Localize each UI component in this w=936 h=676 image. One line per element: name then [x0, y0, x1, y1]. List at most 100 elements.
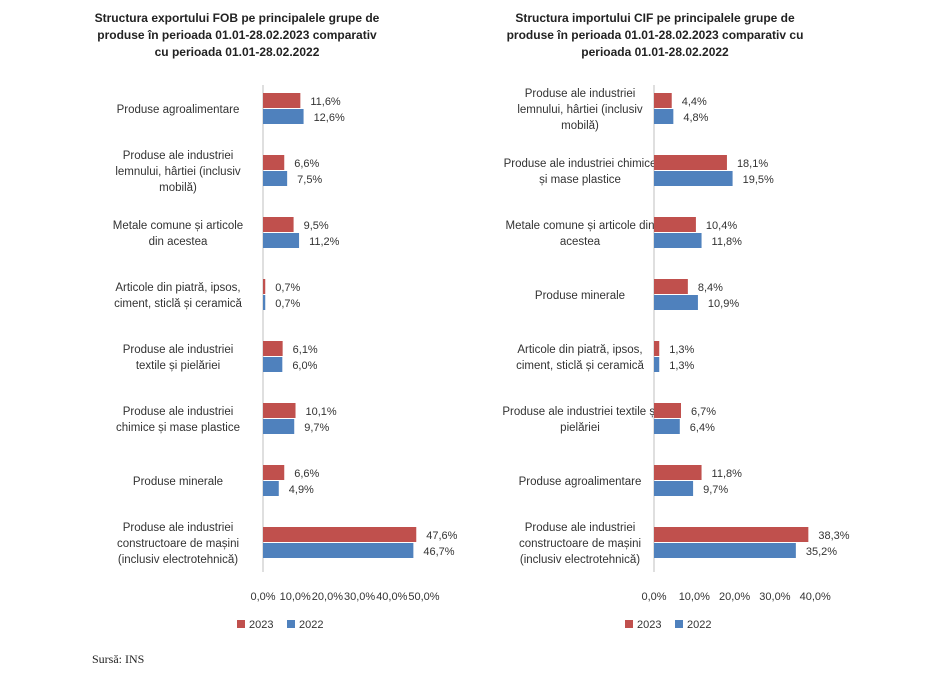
bar-2022 — [263, 357, 283, 372]
bar-2023 — [654, 465, 702, 480]
bar-2023 — [654, 93, 672, 108]
category-label: ciment, sticlă și ceramică — [516, 360, 644, 372]
data-label-2022: 12,6% — [314, 112, 345, 124]
legend-label-2022: 2022 — [299, 619, 323, 631]
data-label-2022: 6,0% — [292, 360, 317, 372]
category-label: acestea — [560, 236, 601, 248]
bar-2022 — [263, 109, 304, 124]
data-label-2022: 46,7% — [423, 546, 454, 558]
data-label-2022: 6,4% — [690, 422, 715, 434]
data-label-2022: 19,5% — [743, 174, 774, 186]
category-label: Produse ale industriei chimice — [504, 158, 657, 170]
bar-2022 — [654, 357, 660, 372]
data-label-2022: 35,2% — [806, 546, 837, 558]
chart-title-line: perioada 01.01-28.02.2022 — [581, 45, 729, 59]
category-label: Articole din piatră, ipsos, — [115, 282, 240, 294]
data-label-2022: 11,2% — [309, 236, 340, 248]
category-label: Metale comune și articole din — [506, 220, 655, 232]
x-tick-label: 10,0% — [679, 591, 710, 603]
bar-2022 — [263, 171, 288, 186]
category-label: Produse minerale — [535, 290, 625, 302]
category-label: Produse minerale — [133, 476, 223, 488]
x-tick-label: 30,0% — [759, 591, 790, 603]
bar-2023 — [654, 279, 688, 294]
x-tick-label: 20,0% — [719, 591, 750, 603]
category-label: Produse ale industriei — [525, 522, 636, 534]
x-tick-label: 30,0% — [344, 591, 375, 603]
data-label-2023: 18,1% — [737, 158, 768, 170]
legend-swatch-2023 — [625, 620, 633, 628]
bar-2023 — [263, 403, 296, 418]
bar-2023 — [654, 217, 696, 232]
chart-title-line: produse în perioada 01.01-28.02.2023 com… — [507, 28, 804, 42]
data-label-2022: 7,5% — [297, 174, 322, 186]
x-tick-label: 50,0% — [408, 591, 439, 603]
data-label-2023: 1,3% — [669, 344, 694, 356]
data-label-2022: 9,7% — [703, 484, 728, 496]
bar-2023 — [263, 465, 285, 480]
x-tick-label: 0,0% — [250, 591, 275, 603]
category-label: Articole din piatră, ipsos, — [517, 344, 642, 356]
bar-2022 — [654, 171, 733, 186]
bar-2022 — [263, 233, 300, 248]
bar-2023 — [263, 279, 266, 294]
bar-2022 — [654, 481, 694, 496]
bar-2023 — [263, 217, 294, 232]
bar-2022 — [654, 295, 698, 310]
bar-2022 — [263, 481, 279, 496]
bar-2023 — [654, 155, 727, 170]
x-tick-label: 20,0% — [312, 591, 343, 603]
data-label-2023: 6,7% — [691, 406, 716, 418]
bar-2022 — [263, 543, 414, 558]
bar-2023 — [263, 93, 301, 108]
data-label-2023: 38,3% — [818, 530, 849, 542]
bar-2023 — [263, 155, 285, 170]
category-label: mobilă) — [159, 182, 197, 194]
chart-title-line: Structura importului CIF pe principalele… — [515, 11, 795, 25]
bar-2023 — [654, 341, 660, 356]
bar-2022 — [654, 109, 674, 124]
bar-2022 — [263, 419, 295, 434]
data-label-2023: 11,8% — [712, 468, 743, 480]
bar-2022 — [263, 295, 266, 310]
x-tick-label: 40,0% — [376, 591, 407, 603]
legend-swatch-2022 — [287, 620, 295, 628]
category-label: lemnului, hârtiei (inclusiv — [115, 166, 241, 178]
data-label-2022: 9,7% — [304, 422, 329, 434]
bar-2023 — [263, 341, 283, 356]
legend-label-2022: 2022 — [687, 619, 711, 631]
bar-2022 — [654, 233, 702, 248]
x-tick-label: 10,0% — [280, 591, 311, 603]
bar-2022 — [654, 543, 796, 558]
data-label-2023: 6,6% — [294, 468, 319, 480]
data-label-2022: 0,7% — [275, 298, 300, 310]
chart-title-line: Structura exportului FOB pe principalele… — [95, 11, 380, 25]
category-label: constructoare de mașini — [519, 538, 641, 550]
category-label: Produse agroalimentare — [117, 104, 240, 116]
category-label: pielăriei — [560, 422, 600, 434]
data-label-2023: 8,4% — [698, 282, 723, 294]
category-label: textile și pielăriei — [136, 360, 220, 372]
data-label-2022: 4,8% — [683, 112, 708, 124]
data-label-2023: 6,6% — [294, 158, 319, 170]
bar-2023 — [263, 527, 417, 542]
category-label: lemnului, hârtiei (inclusiv — [517, 104, 643, 116]
data-label-2023: 4,4% — [682, 96, 707, 108]
chart-title-line: cu perioada 01.01-28.02.2022 — [155, 45, 320, 59]
bar-2022 — [654, 419, 680, 434]
legend-label-2023: 2023 — [249, 619, 273, 631]
data-label-2023: 11,6% — [310, 96, 341, 108]
bar-2023 — [654, 527, 809, 542]
import-chart: Structura importului CIF pe principalele… — [502, 11, 849, 631]
category-label: Produse ale industriei — [525, 88, 636, 100]
category-label: Produse ale industriei — [123, 150, 234, 162]
category-label: (inclusiv electrotehnică) — [520, 554, 640, 566]
category-label: Produse ale industriei — [123, 344, 234, 356]
category-label: ciment, sticlă și ceramică — [114, 298, 242, 310]
category-label: mobilă) — [561, 120, 599, 132]
data-label-2022: 11,8% — [712, 236, 743, 248]
category-label: Produse ale industriei — [123, 522, 234, 534]
legend-swatch-2022 — [675, 620, 683, 628]
data-label-2022: 1,3% — [669, 360, 694, 372]
category-label: Produse agroalimentare — [519, 476, 642, 488]
